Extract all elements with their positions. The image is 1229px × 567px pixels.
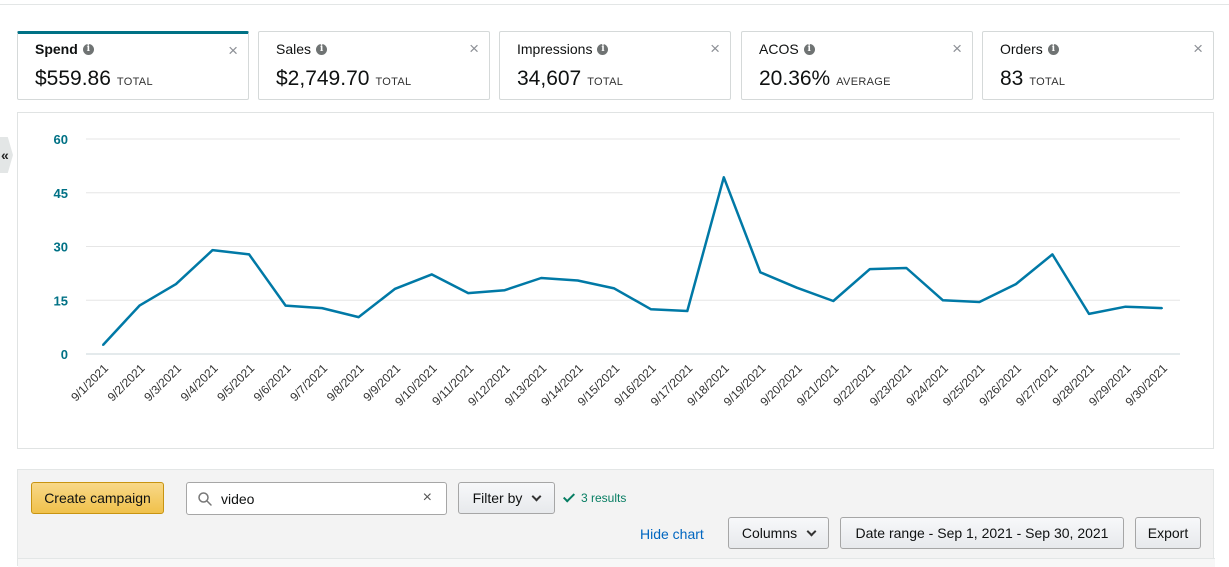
search-icon [198,492,212,506]
metric-label: Spend i [35,41,94,57]
data-point[interactable] [540,277,543,280]
data-point[interactable] [1161,307,1163,310]
table-header [18,558,1215,567]
x-tick-label: 9/8/2021 [324,361,367,404]
create-campaign-button[interactable]: Create campaign [31,482,164,514]
spend-series-line [102,176,1163,346]
chevron-down-icon [806,526,817,536]
data-point[interactable] [467,292,470,295]
x-tick-label: 9/1/2021 [68,361,111,404]
data-point[interactable] [321,307,324,310]
metric-label: ACOS i [759,41,815,57]
y-tick-label: 15 [54,293,68,308]
data-point[interactable] [1087,312,1090,315]
chart-panel: 0 15 30 45 60 9/1/2021 9/2/2021 9/3/2021 9/4/202… [17,112,1214,449]
y-tick-label: 45 [54,186,68,201]
metric-value: $559.86 TOTAL [35,67,153,90]
y-tick-label: 60 [54,132,68,147]
data-point[interactable] [1014,283,1017,286]
y-tick-label: 0 [61,347,68,362]
chevron-down-icon [531,491,542,501]
data-point[interactable] [138,304,141,307]
data-point[interactable] [175,283,178,286]
data-point[interactable] [430,273,433,276]
y-tick-label: 30 [54,240,68,255]
metric-card-orders[interactable]: Orders i × 83 TOTAL [982,31,1214,100]
date-range-button[interactable]: Date range - Sep 1, 2021 - Sep 30, 2021 [840,517,1124,549]
data-point[interactable] [759,271,762,274]
info-icon[interactable]: i [316,43,328,55]
metric-value: $2,749.70 TOTAL [276,67,412,90]
data-point[interactable] [102,344,104,347]
close-icon[interactable]: × [469,39,479,58]
info-icon[interactable]: i [1047,43,1059,55]
metric-cards: Spend i × $559.86 TOTAL Sales i × $2,749.70… [17,31,1214,100]
collapse-sidebar-icon[interactable]: « [0,137,13,173]
metric-card-sales[interactable]: Sales i × $2,749.70 TOTAL [258,31,490,100]
close-icon[interactable]: × [952,39,962,58]
data-point[interactable] [1124,305,1127,308]
data-point[interactable] [978,301,981,304]
columns-button[interactable]: Columns [728,517,829,549]
metric-card-impressions[interactable]: Impressions i × 34,607 TOTAL [499,31,731,100]
columns-label: Columns [741,525,798,541]
info-icon[interactable]: i [82,43,94,55]
x-tick-label: 9/5/2021 [214,361,257,404]
metric-label: Impressions i [517,41,609,57]
data-point[interactable] [503,289,506,292]
export-button[interactable]: Export [1135,517,1201,549]
metric-card-acos[interactable]: ACOS i × 20.36% AVERAGE [741,31,973,100]
close-icon[interactable]: × [710,39,720,58]
data-point[interactable] [795,286,798,289]
metric-value: 83 TOTAL [1000,67,1066,90]
data-point[interactable] [905,267,908,269]
data-point[interactable] [868,268,871,271]
search-box[interactable]: × [186,482,447,515]
data-point[interactable] [649,308,652,311]
hide-chart-link[interactable]: Hide chart [640,526,704,542]
clear-search-icon[interactable]: × [422,489,432,506]
data-point[interactable] [613,287,616,290]
data-point[interactable] [941,299,944,302]
metric-label: Orders i [1000,41,1059,57]
top-divider [0,0,1229,5]
metric-card-spend[interactable]: Spend i × $559.86 TOTAL [17,31,249,100]
close-icon[interactable]: × [228,41,238,60]
x-tick-label: 9/6/2021 [251,361,294,404]
x-tick-label: 9/7/2021 [287,361,330,404]
filter-by-label: Filter by [472,490,523,506]
campaign-toolbar: Create campaign × Filter by 3 results Hi… [17,469,1215,567]
x-tick-label: 9/2/2021 [105,361,148,404]
x-tick-label: 9/3/2021 [141,361,184,404]
data-point[interactable] [284,304,287,307]
data-point[interactable] [248,253,251,256]
close-icon[interactable]: × [1193,39,1203,58]
data-point[interactable] [1051,253,1054,256]
metric-value: 34,607 TOTAL [517,67,624,90]
filter-by-button[interactable]: Filter by [458,482,555,514]
spend-line-chart: 0 15 30 45 60 9/1/20219/2/20219/3/20219/4/202… [54,132,1180,409]
data-point[interactable] [576,279,579,282]
data-point[interactable] [722,176,725,179]
check-icon [562,489,576,503]
search-input[interactable] [221,489,411,509]
x-tick-label: 9/4/2021 [178,361,221,404]
data-point[interactable] [686,310,689,312]
data-point[interactable] [832,299,835,302]
metric-value: 20.36% AVERAGE [759,67,891,90]
info-icon[interactable]: i [803,43,815,55]
results-count: 3 results [562,489,626,505]
info-icon[interactable]: i [597,43,609,55]
data-point[interactable] [394,287,397,290]
data-point[interactable] [357,316,360,319]
data-point[interactable] [211,249,214,252]
metric-label: Sales i [276,41,328,57]
